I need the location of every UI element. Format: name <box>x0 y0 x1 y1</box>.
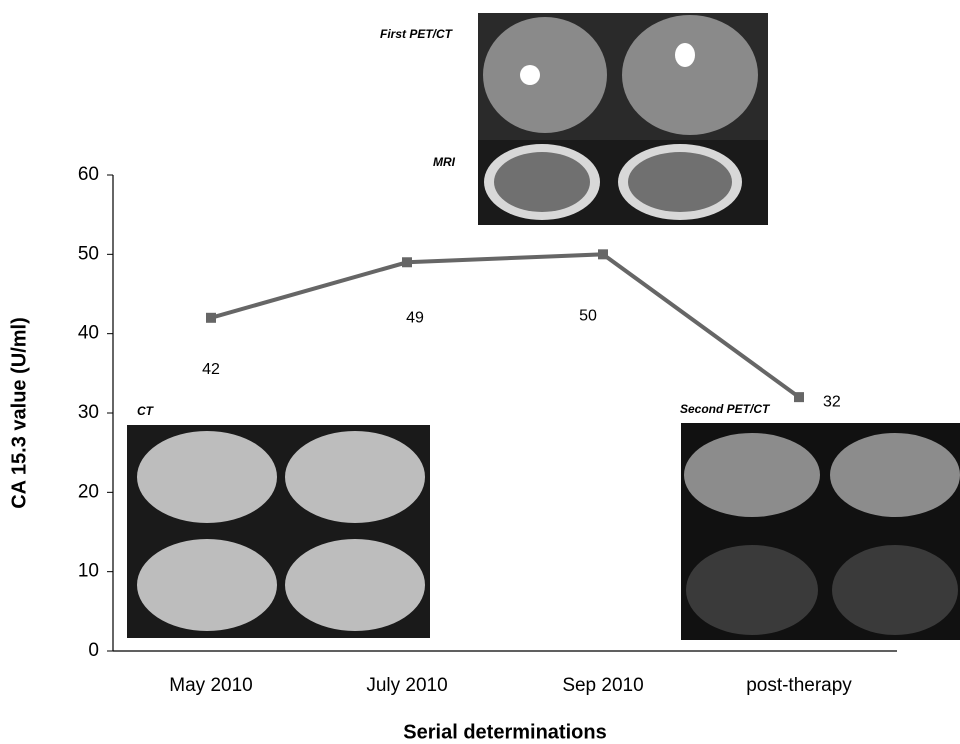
marker <box>206 313 216 323</box>
y-tick-label: 60 <box>78 164 99 185</box>
x-axis-label: Serial determinations <box>403 721 606 743</box>
y-tick-label: 30 <box>78 402 99 423</box>
y-tick-label: 40 <box>78 323 99 344</box>
data-line <box>211 254 799 397</box>
y-tick-label: 20 <box>78 481 99 502</box>
ct-slice <box>285 539 425 631</box>
y-tick-label: 10 <box>78 561 99 582</box>
ct-slice <box>137 539 277 631</box>
y-tick-label: 0 <box>88 640 99 661</box>
pet-slice <box>483 17 607 133</box>
data-label: 42 <box>202 361 220 378</box>
pet-slice <box>684 433 820 517</box>
pet-slice <box>622 15 758 135</box>
ct-slice <box>137 431 277 523</box>
x-tick-label: post-therapy <box>746 675 852 696</box>
ct-slice <box>285 431 425 523</box>
x-tick-label: Sep 2010 <box>562 675 643 696</box>
chart: First PET/CT MRI CT Second PET/CT Serial… <box>0 0 960 744</box>
annotation: MRI <box>433 155 456 169</box>
marker <box>402 257 412 267</box>
y-axis-label: CA 15.3 value (U/ml) <box>8 317 30 509</box>
annotation: First PET/CT <box>380 27 454 41</box>
annotation: Second PET/CT <box>680 402 771 416</box>
annotation: CT <box>137 404 155 418</box>
pet-lesion <box>675 43 695 67</box>
data-label: 32 <box>823 393 841 410</box>
x-tick-label: July 2010 <box>366 675 447 696</box>
marker <box>794 392 804 402</box>
scan-images <box>127 13 960 640</box>
data-label: 49 <box>406 309 424 326</box>
data-label: 50 <box>579 308 597 325</box>
pet-slice <box>830 433 960 517</box>
y-tick-label: 50 <box>78 243 99 264</box>
pet-lesion <box>520 65 540 85</box>
mri-slice <box>628 152 732 212</box>
pet-slice <box>832 545 958 635</box>
x-tick-label: May 2010 <box>169 675 252 696</box>
mri-slice <box>494 152 590 212</box>
marker <box>598 249 608 259</box>
pet-slice <box>686 545 818 635</box>
